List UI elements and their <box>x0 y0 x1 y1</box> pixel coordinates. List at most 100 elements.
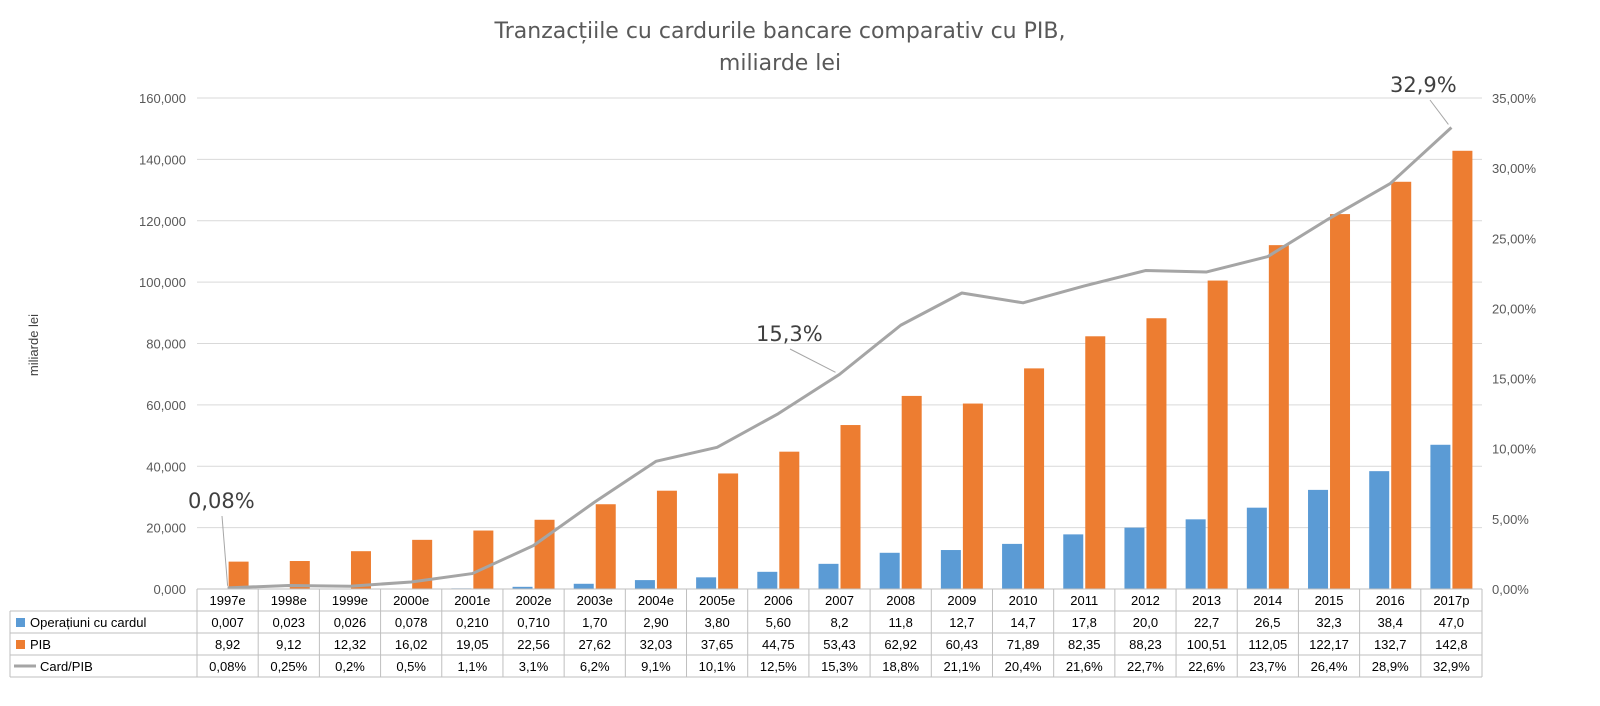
bar-card <box>757 571 778 589</box>
bar-card <box>512 586 533 589</box>
bar-card <box>818 563 839 589</box>
bar-card <box>1124 527 1145 589</box>
category-label: 2010 <box>1009 593 1038 608</box>
annotation-label: 0,08% <box>188 489 255 513</box>
table-cell: 10,1% <box>699 659 736 674</box>
bar-card <box>1430 444 1451 589</box>
y-axis-label: miliarde lei <box>26 314 41 376</box>
y2-tick-label: 10,00% <box>1492 442 1537 457</box>
category-label: 2009 <box>947 593 976 608</box>
legend-label: Card/PIB <box>40 659 93 674</box>
bar-card <box>1002 543 1023 589</box>
y-tick-label: 0,000 <box>153 582 186 597</box>
bar-pib <box>718 473 739 589</box>
table-cell: 22,6% <box>1188 659 1225 674</box>
table-cell: 62,92 <box>884 637 917 652</box>
category-label: 1999e <box>332 593 368 608</box>
table-cell: 22,56 <box>517 637 550 652</box>
y-tick-label: 20,000 <box>146 521 186 536</box>
table-cell: 3,1% <box>519 659 549 674</box>
category-label: 2017p <box>1433 593 1469 608</box>
table-cell: 5,60 <box>766 615 791 630</box>
chart-title-line: miliarde lei <box>719 51 841 76</box>
y-tick-label: 100,000 <box>139 275 186 290</box>
bar-pib <box>779 451 800 589</box>
category-label: 2008 <box>886 593 915 608</box>
y-tick-label: 120,000 <box>139 214 186 229</box>
table-cell: 26,5 <box>1255 615 1280 630</box>
legend-label: PIB <box>30 637 51 652</box>
table-cell: 1,70 <box>582 615 607 630</box>
table-cell: 0,026 <box>334 615 367 630</box>
table-cell: 26,4% <box>1311 659 1348 674</box>
table-cell: 0,007 <box>211 615 244 630</box>
table-cell: 23,7% <box>1249 659 1286 674</box>
bar-pib <box>1268 245 1289 590</box>
y-tick-label: 160,000 <box>139 91 186 106</box>
bar-pib <box>1330 214 1351 589</box>
bar-pib <box>1207 280 1228 589</box>
bar-pib <box>840 425 861 589</box>
y-tick-label: 60,000 <box>146 398 186 413</box>
table-cell: 22,7 <box>1194 615 1219 630</box>
table-cell: 18,8% <box>882 659 919 674</box>
bar-card <box>940 550 961 589</box>
bar-card <box>1063 534 1084 589</box>
category-label: 2015 <box>1315 593 1344 608</box>
table-cell: 112,05 <box>1248 637 1287 652</box>
table-cell: 142,8 <box>1435 637 1468 652</box>
table-cell: 132,7 <box>1374 637 1407 652</box>
bar-pib <box>1391 181 1412 590</box>
table-cell: 12,7 <box>949 615 974 630</box>
bar-pib <box>962 403 983 589</box>
table-cell: 44,75 <box>762 637 795 652</box>
bar-pib <box>595 504 616 589</box>
y2-tick-label: 15,00% <box>1492 372 1537 387</box>
bar-pib <box>412 539 433 589</box>
table-cell: 53,43 <box>823 637 856 652</box>
category-label: 2005e <box>699 593 735 608</box>
legend-key-card <box>16 618 25 627</box>
table-cell: 12,5% <box>760 659 797 674</box>
table-cell: 3,80 <box>704 615 729 630</box>
table-cell: 17,8 <box>1072 615 1097 630</box>
table-cell: 0,710 <box>517 615 550 630</box>
category-label: 1997e <box>210 593 246 608</box>
table-cell: 0,078 <box>395 615 428 630</box>
table-cell: 8,92 <box>215 637 240 652</box>
table-cell: 0,210 <box>456 615 489 630</box>
table-cell: 0,25% <box>270 659 307 674</box>
table-cell: 12,32 <box>334 637 367 652</box>
category-label: 2014 <box>1253 593 1282 608</box>
annotation-leader <box>789 348 836 373</box>
table-cell: 47,0 <box>1439 615 1464 630</box>
legend-label: Operațiuni cu cardul <box>30 615 146 630</box>
bar-card <box>1246 507 1267 589</box>
chart-title-line: Tranzacțiile cu cardurile bancare compar… <box>494 19 1066 44</box>
table-cell: 32,03 <box>640 637 673 652</box>
table-cell: 9,1% <box>641 659 671 674</box>
legend-key-pib <box>16 640 25 649</box>
table-cell: 122,17 <box>1309 637 1349 652</box>
bar-pib <box>1452 150 1473 589</box>
bar-pib <box>289 561 310 589</box>
bar-card <box>879 552 900 589</box>
bar-pib <box>1085 336 1106 589</box>
table-cell: 71,89 <box>1007 637 1040 652</box>
annotation-label: 32,9% <box>1390 73 1457 97</box>
y-tick-label: 40,000 <box>146 459 186 474</box>
category-label: 2000e <box>393 593 429 608</box>
y-tick-label: 80,000 <box>146 337 186 352</box>
y2-tick-label: 35,00% <box>1492 91 1537 106</box>
table-cell: 11,8 <box>889 615 913 630</box>
bar-card <box>634 580 655 589</box>
table-cell: 21,1% <box>943 659 980 674</box>
table-cell: 21,6% <box>1066 659 1103 674</box>
table-cell: 88,23 <box>1129 637 1162 652</box>
line-card-pib <box>227 126 1453 590</box>
table-cell: 16,02 <box>395 637 428 652</box>
bar-pib <box>228 561 249 589</box>
annotation-leader <box>221 515 229 586</box>
table-cell: 8,2 <box>830 615 848 630</box>
category-label: 2002e <box>515 593 551 608</box>
